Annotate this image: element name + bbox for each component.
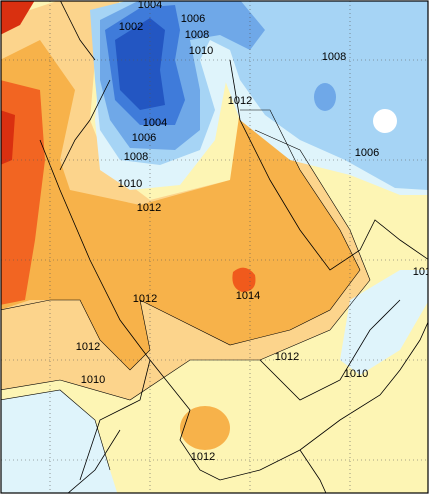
contour-label: 1004 — [143, 117, 167, 129]
contour-label: 1008 — [124, 151, 148, 163]
contour-label: 1002 — [119, 21, 143, 33]
contour-label: 1006 — [355, 147, 379, 159]
contour-label: 1008 — [322, 51, 346, 63]
contour-label: 1014 — [236, 290, 260, 302]
contour-label: 1006 — [181, 13, 205, 25]
contour-label: 1010 — [118, 178, 142, 190]
contour-label: 1010 — [81, 374, 105, 386]
contour-labels: 1004 1002 1006 1008 1010 1008 1012 1004 1006 1008… — [76, 0, 429, 463]
contour-label: 1012 — [191, 451, 215, 463]
contour-label: 1004 — [138, 0, 162, 11]
contour-label: 1012 — [76, 341, 100, 353]
contour-label: 1006 — [132, 132, 156, 144]
contour-label: 1008 — [185, 29, 209, 41]
contour-label: 1010 — [189, 45, 213, 57]
contour-label: 1012 — [133, 293, 157, 305]
contour-label: 1012 — [137, 202, 161, 214]
contour-label: 1010 — [344, 368, 368, 380]
contour-label: 1012 — [228, 95, 252, 107]
contour-label: 1010 — [413, 266, 429, 278]
contour-label: 1012 — [275, 351, 299, 363]
